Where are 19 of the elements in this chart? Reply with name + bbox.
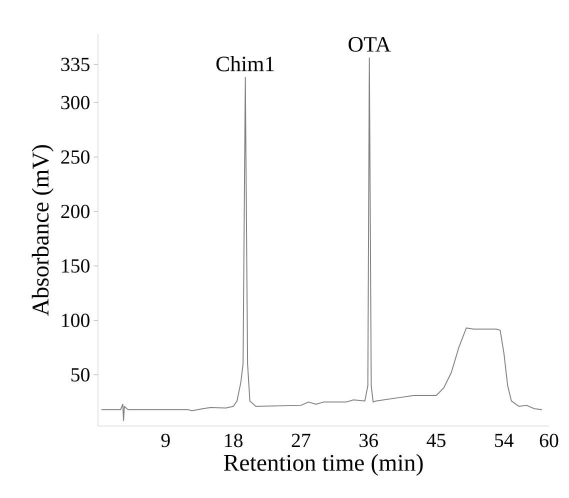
y-tick-label: 50 (71, 368, 90, 382)
x-tick-label: 9 (161, 434, 170, 448)
y-axis-title: Absorbance (mV) (32, 145, 54, 316)
x-tick-label: 60 (540, 434, 558, 448)
y-tick-label: 150 (62, 259, 90, 273)
y-tick-label: 250 (61, 150, 90, 164)
annotation: OTA (348, 37, 391, 52)
x-tick-label: 36 (360, 434, 378, 448)
y-tick-label: 200 (61, 204, 90, 218)
x-tick-label: 45 (426, 434, 446, 448)
line-series (101, 57, 542, 422)
y-tick-label: 335 (61, 58, 90, 72)
x-tick-label: 18 (225, 434, 243, 448)
x-axis-title: Retention time (min) (224, 454, 423, 476)
y-tick-label: 300 (61, 96, 90, 110)
x-tick-label: 27 (292, 434, 310, 447)
y-tick-label: 100 (62, 314, 90, 328)
annotation: Chim1 (216, 56, 274, 72)
x-tick-label: 54 (495, 434, 514, 448)
